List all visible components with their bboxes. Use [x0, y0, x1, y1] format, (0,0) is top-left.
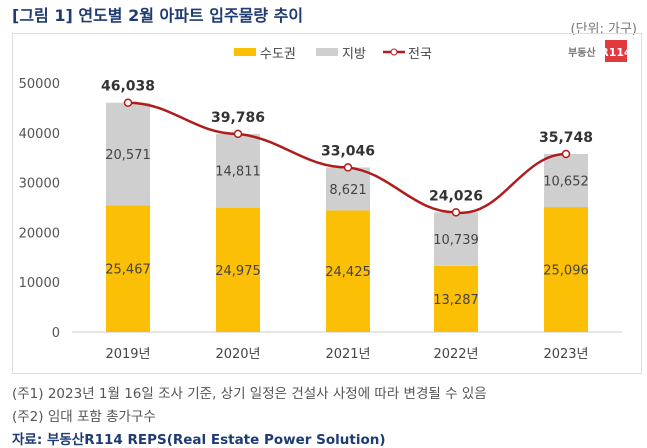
data-label-jeonguk: 33,046 [321, 143, 375, 159]
data-label-jeonguk: 39,786 [211, 110, 265, 126]
data-label-sudogwon: 25,467 [105, 263, 151, 278]
bar-sudogwon [434, 265, 478, 332]
bar-jibang [544, 153, 588, 208]
x-tick-label: 2022년 [433, 347, 478, 362]
data-label-jibang: 10,739 [433, 233, 479, 248]
x-tick-label: 2023년 [543, 347, 588, 362]
logo-r114-text: R114 [600, 46, 632, 59]
legend-label-jeonguk: 전국 [408, 47, 432, 62]
line-point-jeonguk [343, 163, 353, 172]
chart-frame [12, 33, 642, 374]
y-tick-label: 30000 [19, 177, 60, 192]
legend-label-sudogwon: 수도권 [260, 47, 296, 62]
bar-jibang [326, 167, 370, 211]
data-label-jibang: 10,652 [543, 174, 589, 189]
line-point-jeonguk [561, 149, 571, 159]
data-label-jibang: 8,621 [329, 183, 366, 198]
legend-swatch-jibang [316, 48, 338, 56]
logo-text: 부동산 [568, 46, 596, 59]
line-point-jeonguk [233, 129, 243, 139]
chart-title: [그림 1] 연도별 2월 아파트 입주물량 추이 [12, 6, 304, 25]
line-point-jeonguk [123, 98, 133, 107]
y-tick-label: 20000 [19, 226, 60, 241]
y-tick-label: 50000 [19, 77, 60, 92]
note-1: (주1) 2023년 1월 16일 조사 기준, 상기 일정은 건설사 사정에 … [12, 386, 487, 402]
data-label-jeonguk: 35,748 [539, 130, 593, 146]
data-label-sudogwon: 24,425 [325, 265, 371, 280]
data-label-sudogwon: 25,096 [543, 264, 589, 279]
legend-swatch-sudogwon [234, 48, 256, 56]
data-label-jeonguk: 46,038 [101, 79, 155, 95]
legend-marker-jeonguk [390, 48, 398, 56]
note-2: (주2) 임대 포함 총가구수 [12, 409, 156, 425]
x-tick-label: 2020년 [215, 347, 260, 362]
data-label-jibang: 20,571 [105, 148, 151, 163]
line-point-jeonguk [451, 208, 461, 217]
logo-r114-icon [605, 40, 627, 62]
y-tick-label: 10000 [19, 276, 60, 291]
y-tick-label: 40000 [19, 127, 60, 142]
bar-jibang [106, 102, 150, 206]
data-label-jibang: 14,811 [215, 165, 261, 180]
legend-label-jibang: 지방 [342, 47, 366, 62]
bar-sudogwon [326, 210, 370, 332]
bar-sudogwon [544, 207, 588, 332]
data-label-jeonguk: 24,026 [429, 188, 483, 204]
data-label-sudogwon: 24,975 [215, 264, 261, 279]
bar-jibang [434, 212, 478, 266]
data-label-sudogwon: 13,287 [433, 293, 479, 308]
source: 자료: 부동산R114 REPS(Real Estate Power Solut… [12, 432, 386, 448]
bar-jibang [216, 133, 260, 208]
y-tick-label: 0 [52, 326, 60, 341]
bar-sudogwon [106, 205, 150, 332]
x-tick-label: 2021년 [325, 347, 370, 362]
x-tick-label: 2019년 [105, 347, 150, 362]
bar-sudogwon [216, 207, 260, 332]
